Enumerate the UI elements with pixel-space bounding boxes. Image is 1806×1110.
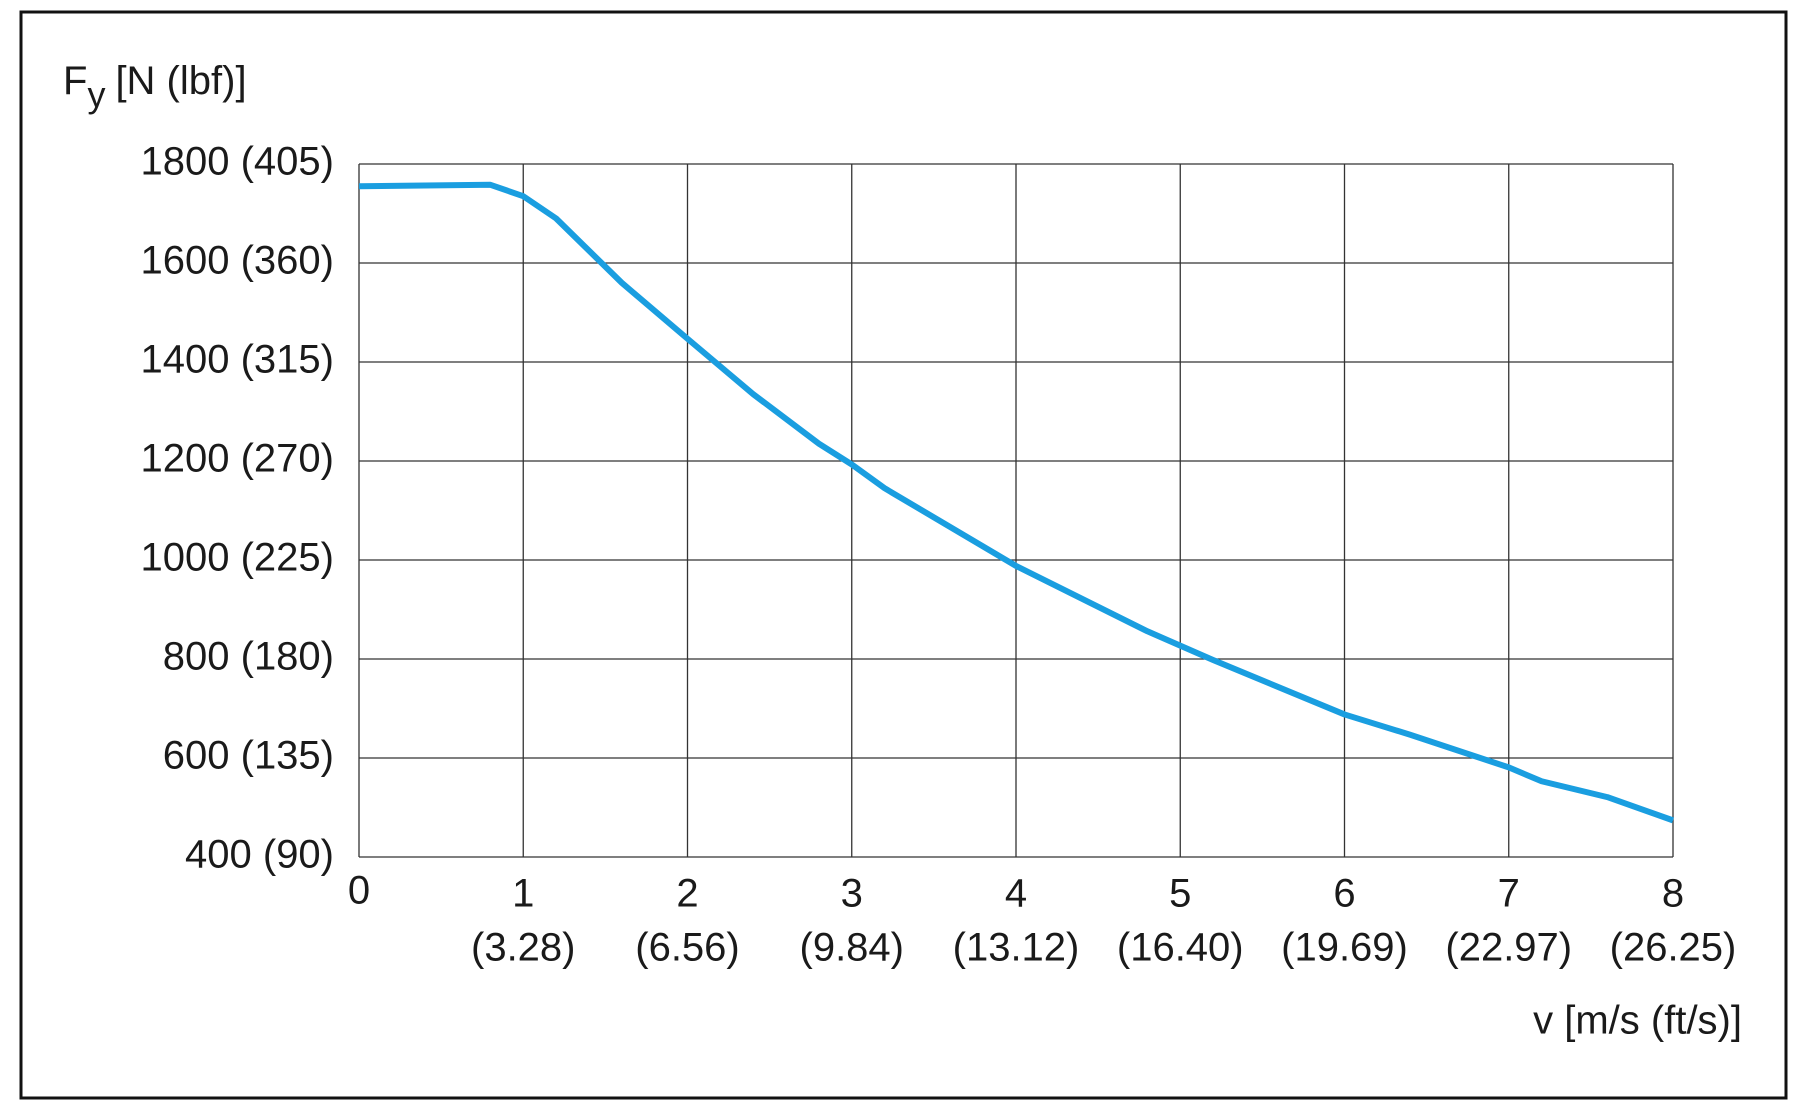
x-tick-label: (22.97) bbox=[1445, 926, 1572, 970]
x-tick-label: 0 bbox=[348, 869, 370, 913]
x-tick-label: (26.25) bbox=[1610, 926, 1737, 970]
y-tick-label: 1800 (405) bbox=[141, 140, 334, 184]
y-axis-unit: [N (lbf)] bbox=[115, 59, 246, 103]
x-tick-label: (16.40) bbox=[1117, 926, 1244, 970]
x-tick-label: 6 bbox=[1333, 872, 1355, 916]
x-tick-label: (9.84) bbox=[800, 926, 905, 970]
x-axis-label: v [m/s (ft/s)] bbox=[1533, 999, 1742, 1043]
x-tick-label: (13.12) bbox=[953, 926, 1080, 970]
y-tick-label: 1600 (360) bbox=[141, 239, 334, 283]
x-tick-label: 3 bbox=[841, 872, 863, 916]
y-tick-label: 800 (180) bbox=[163, 635, 334, 679]
x-tick-label: (3.28) bbox=[471, 926, 576, 970]
x-tick-label: 2 bbox=[676, 872, 698, 916]
x-tick-label: 1 bbox=[512, 872, 534, 916]
x-tick-label: (19.69) bbox=[1281, 926, 1408, 970]
x-tick-label: 8 bbox=[1662, 872, 1684, 916]
y-axis-subscript: y bbox=[87, 74, 105, 115]
y-tick-label: 400 (90) bbox=[185, 833, 334, 877]
y-tick-label: 1400 (315) bbox=[141, 338, 334, 382]
line-series bbox=[358, 181, 1675, 824]
y-axis-symbol: F bbox=[63, 59, 87, 103]
x-tick-label: 4 bbox=[1005, 872, 1027, 916]
y-axis-label: Fy [N (lbf)] bbox=[63, 59, 247, 115]
y-tick-label: 600 (135) bbox=[163, 734, 334, 778]
y-tick-label: 1200 (270) bbox=[141, 437, 334, 481]
y-tick-label: 1000 (225) bbox=[141, 536, 334, 580]
x-tick-label: 5 bbox=[1169, 872, 1191, 916]
x-tick-label: (6.56) bbox=[635, 926, 740, 970]
x-tick-label: 7 bbox=[1498, 872, 1520, 916]
frame bbox=[19, 10, 1788, 1100]
